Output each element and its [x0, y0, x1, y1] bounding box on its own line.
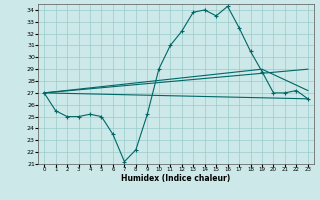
X-axis label: Humidex (Indice chaleur): Humidex (Indice chaleur) — [121, 174, 231, 183]
